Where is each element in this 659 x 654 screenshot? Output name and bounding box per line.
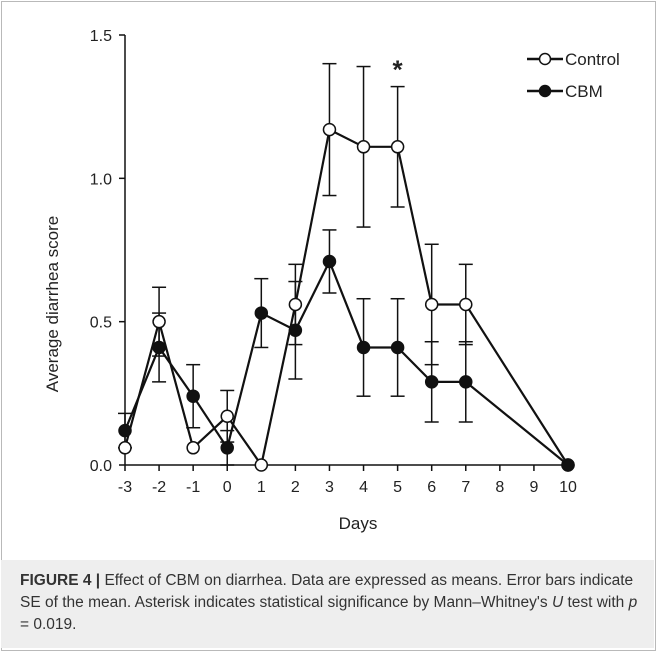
data-point-control [118,441,132,455]
data-point-cbm [152,340,166,355]
x-tick-label: 2 [291,479,300,496]
caption-text-1: Effect of CBM on diarrhea. Data are expr… [20,572,634,611]
data-point-control [220,409,234,424]
x-tick-label: 3 [325,479,334,496]
error-bars [118,62,473,466]
x-tick-label: 10 [559,479,577,496]
caption-italic-u: U [551,594,564,611]
x-tick-label: 5 [393,479,402,496]
x-tick-label: -1 [186,479,200,496]
y-tick-label: 1.0 [90,171,112,188]
data-point-cbm [254,306,269,320]
legend-label-control: Control [565,50,620,69]
y-tick-label: 0.0 [90,458,112,475]
x-tick-label: 8 [495,479,504,496]
y-tick-label: 0.5 [90,315,112,332]
x-axis-label: Days [339,514,378,533]
x-tick-label: 9 [529,479,538,496]
data-point-control [390,140,405,154]
data-point-control [424,297,439,312]
legend-marker-control [538,52,552,66]
x-tick-label: 7 [461,479,470,496]
diarrhea-score-chart: 0.0 0.5 1.0 1.5 -3 -2 -1 0 1 2 3 4 5 6 7 8 9 10 Average d… [43,28,620,533]
y-axis-label: Average diarrhea score [43,216,62,392]
data-point-cbm [322,254,337,269]
data-point-control [356,140,371,154]
legend-label-cbm: CBM [565,82,603,101]
data-point-cbm [220,441,234,455]
legend: Control CBM [527,50,620,101]
data-point-cbm [424,375,439,389]
x-tick-label: -3 [118,479,132,496]
caption-background [1,560,654,648]
x-tick-label: 4 [359,479,368,496]
data-point-cbm [356,340,371,355]
legend-marker-cbm [538,84,552,98]
series-line-cbm [123,258,569,466]
caption-figure-label: FIGURE 4 | [20,572,101,589]
data-point-control [186,441,200,455]
figure-caption: FIGURE 4 | Effect of CBM on diarrhea. Da… [20,570,640,636]
data-point-control [152,314,166,329]
series-markers [118,122,575,472]
data-point-cbm [459,375,473,389]
x-tick-label: 1 [257,479,266,496]
x-tick-label: 0 [223,479,232,496]
x-tick-label: -2 [152,479,166,496]
caption-text-3: = 0.019. [20,616,77,633]
data-point-control [288,297,303,312]
data-point-cbm [561,458,575,472]
data-point-control [254,458,269,472]
data-point-cbm [390,340,405,355]
data-point-cbm [118,423,132,438]
axes: 0.0 0.5 1.0 1.5 -3 -2 -1 0 1 2 3 4 5 6 7 8 9 10 [90,28,577,496]
x-tick-label: 6 [427,479,436,496]
data-point-control [459,297,473,312]
data-point-cbm [288,323,303,338]
caption-italic-p: p [628,594,638,611]
caption-text-2: test with [563,594,629,611]
data-point-cbm [186,389,200,403]
series-line-control [123,127,569,468]
y-tick-label: 1.5 [90,28,112,45]
data-point-control [322,122,337,137]
series-lines [123,127,569,468]
significance-asterisk: * [393,55,404,85]
